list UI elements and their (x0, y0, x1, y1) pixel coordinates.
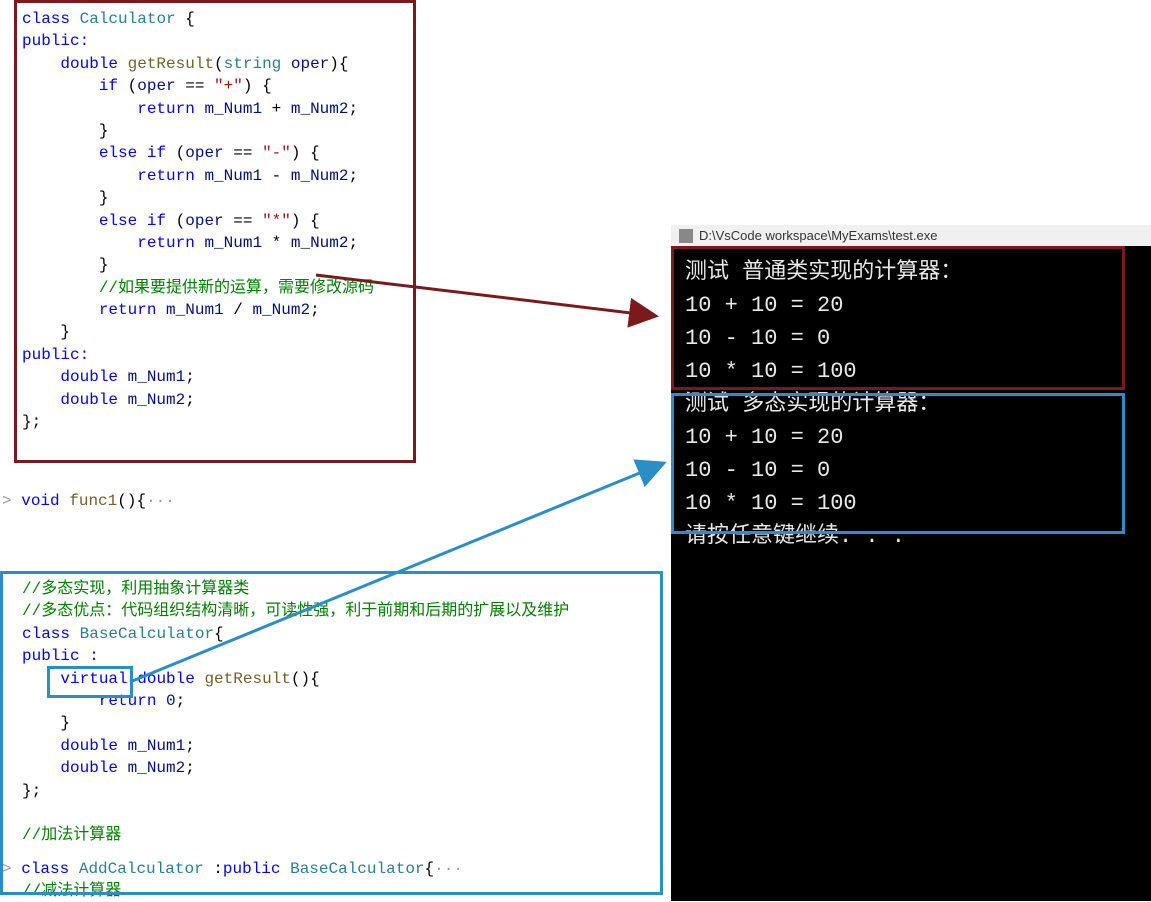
console-title-text: D:\VsCode workspace\MyExams\test.exe (699, 228, 937, 243)
exe-icon (679, 229, 693, 243)
fold-gutter-icon: > (2, 492, 12, 510)
highlight-box-blue-console (671, 393, 1125, 534)
code-line-func1: > void func1(){··· (2, 490, 175, 512)
console-titlebar[interactable]: D:\VsCode workspace\MyExams\test.exe (671, 225, 1151, 246)
code-text: > void func1(){··· (2, 490, 175, 512)
highlight-box-red-console (671, 246, 1125, 390)
highlight-box-red-code (14, 0, 416, 463)
highlight-box-virtual (47, 666, 133, 698)
highlight-box-blue-code (0, 571, 663, 895)
